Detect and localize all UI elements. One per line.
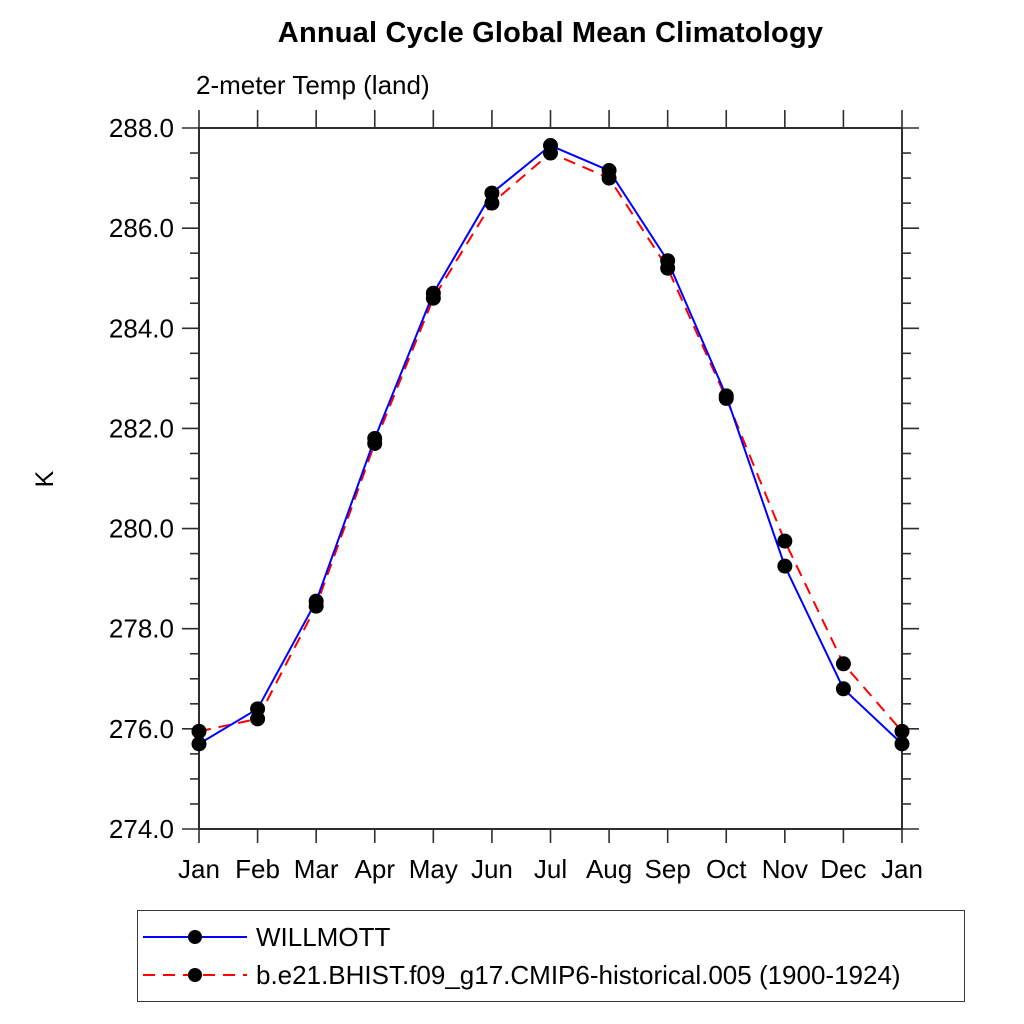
data-point — [894, 723, 910, 739]
plot-frame — [198, 127, 903, 830]
data-point — [308, 598, 324, 614]
data-point — [484, 195, 500, 211]
x-axis-tick-label: Aug — [586, 854, 632, 884]
legend-marker-dot — [188, 968, 202, 982]
x-axis-tick-label: May — [409, 854, 458, 884]
data-point — [250, 711, 266, 727]
data-point — [777, 533, 793, 549]
y-axis-tick-label: 280.0 — [109, 514, 174, 544]
y-axis-tick-label: 288.0 — [109, 113, 174, 143]
y-axis-tick-label: 286.0 — [109, 213, 174, 243]
chart-subtitle: 2-meter Temp (land) — [196, 70, 430, 100]
data-point — [835, 681, 851, 697]
legend-marker-dot — [188, 930, 202, 944]
data-point — [191, 736, 207, 752]
legend-item-model: b.e21.BHIST.f09_g17.CMIP6-historical.005… — [142, 959, 964, 990]
y-axis-tick-label: 276.0 — [109, 714, 174, 744]
data-point — [718, 390, 734, 406]
data-point — [777, 558, 793, 574]
x-axis-tick-label: Nov — [762, 854, 808, 884]
x-axis-tick-label: Mar — [294, 854, 339, 884]
x-axis-tick-label: Feb — [235, 854, 280, 884]
x-axis-tick-label: Sep — [645, 854, 691, 884]
x-axis-tick-label: Jan — [178, 854, 220, 884]
legend-label-model: b.e21.BHIST.f09_g17.CMIP6-historical.005… — [256, 959, 901, 990]
x-axis-tick-label: Dec — [820, 854, 866, 884]
series-line-1 — [198, 151, 903, 733]
y-axis-tick-label: 274.0 — [109, 814, 174, 844]
series-line-0 — [198, 144, 903, 745]
data-point — [367, 435, 383, 451]
data-point — [601, 170, 617, 186]
data-point — [835, 656, 851, 672]
legend-item-willmott: WILLMOTT — [142, 921, 964, 952]
y-axis-tick-label: 282.0 — [109, 413, 174, 443]
x-axis-tick-label: Jan — [881, 854, 923, 884]
legend-line-sample-solid — [143, 930, 247, 944]
legend: WILLMOTT b.e21.BHIST.f09_g17.CMIP6-histo… — [137, 910, 965, 1002]
legend-label-willmott: WILLMOTT — [256, 921, 391, 952]
x-axis-tick-label: Jun — [471, 854, 513, 884]
data-point — [425, 290, 441, 306]
data-point — [660, 260, 676, 276]
x-axis-tick-label: Oct — [706, 854, 747, 884]
data-point — [894, 736, 910, 752]
data-point — [191, 723, 207, 739]
y-axis-tick-label: 284.0 — [109, 313, 174, 343]
legend-line-sample-dashed — [143, 968, 247, 982]
chart-title: Annual Cycle Global Mean Climatology — [277, 17, 824, 49]
x-axis-tick-label: Apr — [355, 854, 396, 884]
x-axis-tick-label: Jul — [534, 854, 567, 884]
y-axis-tick-label: 278.0 — [109, 614, 174, 644]
data-point — [543, 145, 558, 161]
